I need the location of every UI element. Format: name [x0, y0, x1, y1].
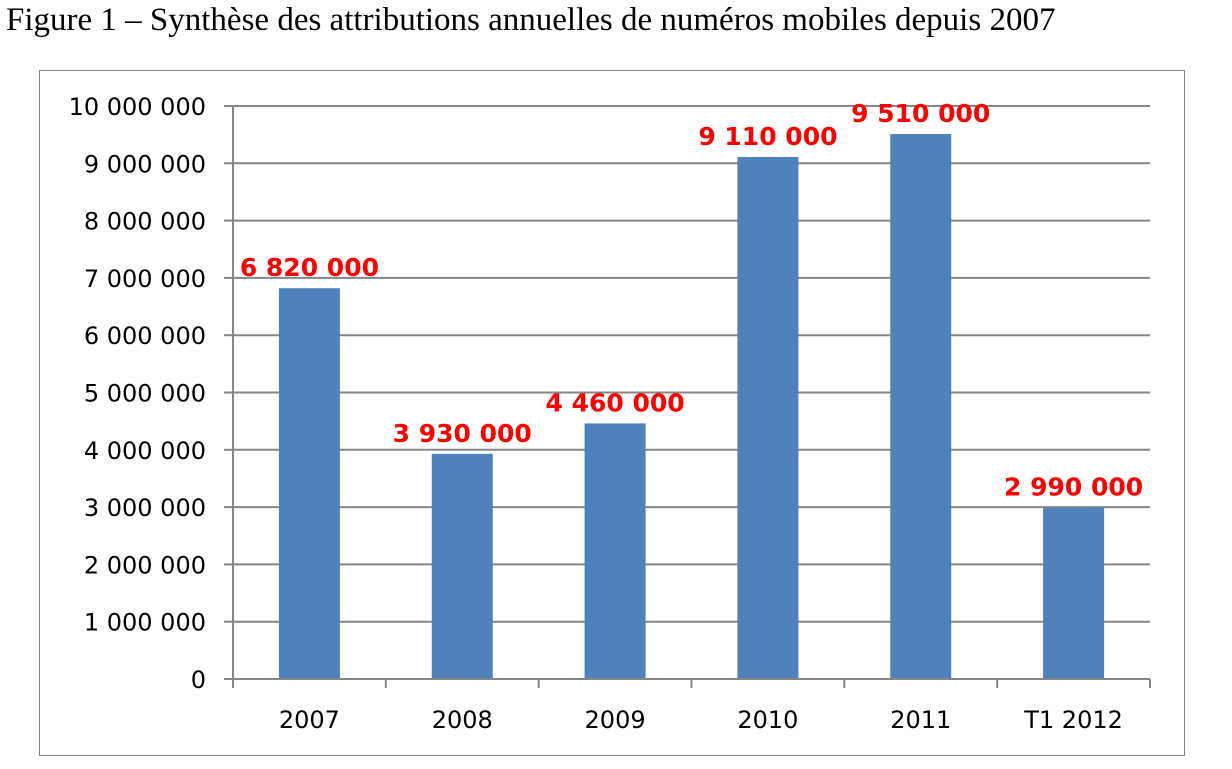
x-axis-tick-labels: 2007 2008 2009 2010 2011 T1 2012 [279, 706, 1123, 734]
y-tick-label: 9 000 000 [84, 150, 206, 178]
x-tick-label: 2009 [585, 706, 646, 734]
bar-2007 [278, 288, 340, 679]
bars [278, 134, 1105, 679]
x-tick-label: T1 2012 [1023, 706, 1123, 734]
gridlines [224, 105, 1150, 680]
y-tick-label: 4 000 000 [84, 437, 206, 465]
bar-2010 [737, 156, 799, 679]
data-label: 4 460 000 [545, 388, 684, 417]
y-tick-label: 8 000 000 [84, 208, 206, 236]
data-labels: 6 820 000 3 930 000 4 460 000 9 110 000 9 51… [240, 99, 1143, 502]
x-tick-label: 2011 [890, 706, 951, 734]
x-tick-label: 2007 [279, 706, 340, 734]
y-tick-label: 6 000 000 [84, 322, 206, 350]
bar-2009 [584, 423, 646, 679]
y-tick-label: 5 000 000 [84, 380, 206, 408]
y-tick-label: 10 000 000 [69, 93, 206, 121]
data-label: 9 110 000 [698, 122, 837, 151]
data-label: 6 820 000 [240, 253, 379, 282]
x-tick-label: 2010 [737, 706, 798, 734]
y-tick-label: 0 [191, 666, 206, 694]
figure-title: Figure 1 – Synthèse des attributions ann… [6, 2, 1056, 38]
data-label: 3 930 000 [393, 419, 532, 448]
data-label: 9 510 000 [851, 99, 990, 128]
y-tick-label: 3 000 000 [84, 494, 206, 522]
y-axis-tick-labels: 0 1 000 000 2 000 000 3 000 000 4 000 000 5 0… [69, 93, 206, 694]
y-tick-label: 7 000 000 [84, 265, 206, 293]
y-tick-label: 2 000 000 [84, 551, 206, 579]
y-tick-label: 1 000 000 [84, 609, 206, 637]
bar-2011 [890, 134, 952, 679]
x-axis [232, 678, 1151, 688]
data-label: 2 990 000 [1004, 473, 1143, 502]
x-tick-label: 2008 [432, 706, 493, 734]
bar-2008 [431, 453, 493, 679]
bar-t1-2012 [1043, 507, 1105, 679]
